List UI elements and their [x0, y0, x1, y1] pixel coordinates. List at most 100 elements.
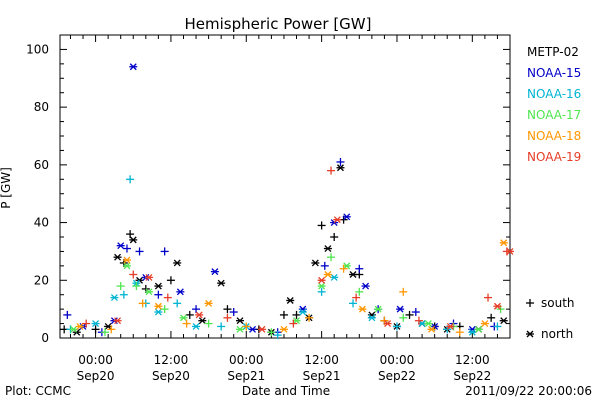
legend-entry: NOAA-16: [527, 87, 581, 101]
point-north: [122, 262, 131, 270]
legend-entry: NOAA-18: [527, 129, 581, 143]
y-axis-label: P [GW]: [0, 167, 13, 209]
x-tick-label-time: 00:00: [78, 353, 113, 367]
point-south: [132, 282, 141, 291]
y-tick-label: 60: [34, 158, 49, 172]
x-axis-label: Date and Time: [242, 384, 330, 398]
point-north: [317, 282, 326, 290]
point-south: [411, 308, 420, 317]
point-south: [305, 313, 314, 322]
point-north: [298, 308, 307, 316]
point-south: [122, 244, 131, 253]
point-south: [229, 308, 238, 317]
point-south: [526, 299, 534, 307]
point-north: [69, 325, 78, 333]
point-south: [484, 293, 493, 302]
point-north: [323, 271, 332, 278]
series-noaa-17: [69, 253, 505, 337]
point-south: [327, 253, 336, 262]
point-south: [160, 305, 169, 314]
point-south: [317, 287, 326, 296]
point-south: [63, 310, 72, 319]
point-north: [248, 325, 257, 333]
y-tick-label: 100: [26, 42, 49, 56]
point-north: [144, 273, 153, 281]
point-north: [176, 288, 185, 296]
point-north: [144, 288, 153, 296]
point-south: [107, 325, 116, 334]
point-south: [154, 290, 163, 299]
point-south: [185, 310, 194, 319]
point-south: [487, 313, 496, 322]
point-north: [367, 314, 376, 322]
series-noaa-15: [63, 63, 499, 337]
point-north: [236, 317, 244, 325]
point-north: [374, 305, 383, 313]
point-south: [166, 276, 175, 285]
point-north: [195, 311, 204, 319]
point-north: [110, 294, 119, 302]
point-north: [499, 317, 508, 325]
point-north: [154, 282, 163, 290]
marker-legend: south north: [526, 296, 575, 341]
point-north: [336, 164, 345, 172]
point-south: [493, 322, 502, 331]
point-south: [223, 305, 232, 314]
point-south: [330, 233, 339, 241]
point-south: [138, 299, 147, 308]
point-south: [163, 293, 172, 302]
point-north: [192, 322, 201, 330]
point-north: [396, 305, 405, 313]
point-south: [336, 157, 345, 166]
point-north: [383, 320, 392, 328]
point-north: [179, 314, 188, 322]
point-south: [119, 290, 128, 299]
point-south: [339, 264, 348, 273]
point-south: [273, 331, 282, 340]
plot-frame: [59, 34, 511, 339]
marker-legend-label: south: [541, 296, 575, 310]
point-south: [355, 264, 364, 273]
point-north: [323, 245, 332, 253]
x-tick-label-time: 00:00: [229, 353, 264, 367]
x-tick-label-date: Sep22: [378, 369, 416, 383]
point-south: [352, 293, 361, 302]
point-north: [129, 236, 138, 244]
point-north: [333, 216, 342, 224]
point-south: [160, 247, 169, 256]
series-noaa-18: [75, 239, 508, 337]
point-north: [317, 276, 326, 284]
point-south: [289, 319, 298, 328]
series-metp-02: [60, 164, 508, 336]
chart-title: Hemispheric Power [GW]: [185, 15, 372, 33]
point-south: [192, 305, 201, 314]
point-north: [122, 256, 131, 264]
point-south: [135, 247, 144, 256]
series-noaa-16: [66, 175, 502, 340]
x-tick-label-time: 12:00: [455, 353, 490, 367]
point-north: [311, 259, 320, 267]
point-north: [358, 305, 367, 313]
point-north: [129, 63, 138, 71]
point-south: [405, 310, 414, 319]
point-south: [242, 322, 251, 331]
point-south: [129, 270, 138, 279]
legend-entry: NOAA-19: [527, 150, 581, 164]
point-south: [355, 287, 364, 296]
y-tick-label: 80: [34, 100, 49, 114]
point-south: [279, 310, 288, 319]
point-north: [113, 317, 122, 325]
plot-credit: Plot: CCMC: [5, 384, 71, 398]
point-south: [173, 299, 182, 308]
point-south: [320, 261, 329, 270]
y-axis: 0 20 40 60 80 100: [26, 42, 510, 345]
point-south: [399, 313, 408, 322]
point-south: [414, 316, 423, 325]
point-north: [361, 282, 370, 290]
point-north: [257, 325, 266, 333]
point-south: [349, 299, 358, 308]
point-south: [292, 310, 301, 319]
footer-timestamp: 2011/09/22 20:00:06: [465, 384, 592, 398]
y-tick-label: 20: [34, 273, 49, 287]
